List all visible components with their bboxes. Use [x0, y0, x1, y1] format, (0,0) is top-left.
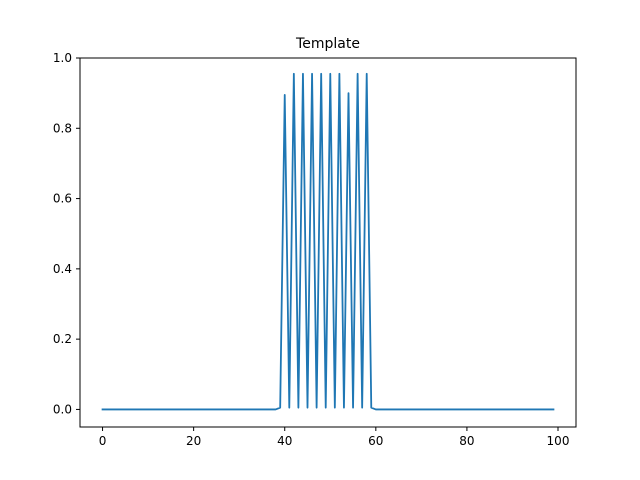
x-axis: 0 20 40 60 80 100	[99, 427, 570, 448]
y-tick-label: 0.8	[53, 121, 72, 135]
y-tick-label: 0.0	[53, 402, 72, 416]
y-tick-label: 0.2	[53, 332, 72, 346]
x-tick-label: 60	[368, 434, 383, 448]
x-tick-label: 40	[277, 434, 292, 448]
series-line	[101, 72, 555, 411]
x-tick-label: 80	[459, 434, 474, 448]
y-axis: 0.0 0.2 0.4 0.6 0.8 1.0	[53, 51, 80, 416]
y-tick-label: 0.4	[53, 262, 72, 276]
y-tick-label: 1.0	[53, 51, 72, 65]
y-tick-label: 0.6	[53, 192, 72, 206]
x-tick-label: 20	[186, 434, 201, 448]
plot-frame	[79, 57, 577, 428]
x-tick-label: 0	[99, 434, 107, 448]
x-tick-label: 100	[547, 434, 570, 448]
chart-title: Template	[295, 36, 360, 52]
